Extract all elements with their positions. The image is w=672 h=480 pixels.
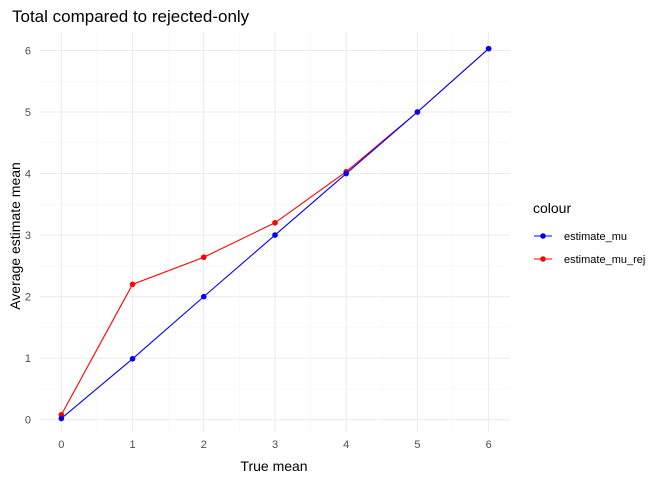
- data-point-estimate_mu: [343, 170, 350, 177]
- data-point-estimate_mu: [200, 293, 207, 300]
- legend-label: estimate_mu_rej: [564, 254, 645, 266]
- y-tick-label: 4: [25, 169, 31, 181]
- y-tick-label: 6: [25, 45, 31, 57]
- y-axis-title: Average estimate mean: [7, 162, 23, 310]
- x-tick-label: 1: [130, 439, 136, 451]
- legend-title: colour: [533, 200, 571, 216]
- y-tick-label: 1: [25, 353, 31, 365]
- x-tick-label: 5: [414, 439, 420, 451]
- y-tick-label: 2: [25, 292, 31, 304]
- x-tick-label: 2: [201, 439, 207, 451]
- chart-title: Total compared to rejected-only: [12, 7, 250, 26]
- grid: [40, 32, 510, 432]
- x-tick-label: 4: [343, 439, 349, 451]
- data-point-estimate_mu: [485, 45, 492, 52]
- y-tick-label: 3: [25, 230, 31, 242]
- y-axis-ticks: 0 1 2 3 4 5 6: [25, 45, 31, 426]
- x-axis-title: True mean: [240, 458, 307, 474]
- x-axis-ticks: 0 1 2 3 4 5 6: [58, 439, 491, 451]
- data-point-estimate_mu: [58, 415, 65, 422]
- legend: colour estimate_mu estimate_mu_rej: [533, 200, 645, 266]
- data-point-estimate_mu: [129, 355, 136, 362]
- legend-item-estimate_mu_rej: estimate_mu_rej: [534, 254, 645, 266]
- data-point-estimate_mu_rej: [272, 219, 278, 226]
- legend-label: estimate_mu: [564, 231, 627, 243]
- legend-key-point: [540, 256, 546, 262]
- y-tick-label: 5: [25, 107, 31, 119]
- y-tick-label: 0: [25, 415, 31, 427]
- data-point-estimate_mu: [272, 232, 278, 238]
- legend-item-estimate_mu: estimate_mu: [534, 231, 627, 243]
- data-point-estimate_mu_rej: [129, 281, 136, 288]
- x-tick-label: 6: [486, 439, 492, 451]
- legend-key-point: [540, 233, 546, 239]
- data-point-estimate_mu: [414, 109, 421, 115]
- x-tick-label: 0: [58, 439, 64, 451]
- data-point-estimate_mu_rej: [200, 254, 207, 261]
- x-tick-label: 3: [272, 439, 278, 451]
- series-points: [58, 45, 492, 422]
